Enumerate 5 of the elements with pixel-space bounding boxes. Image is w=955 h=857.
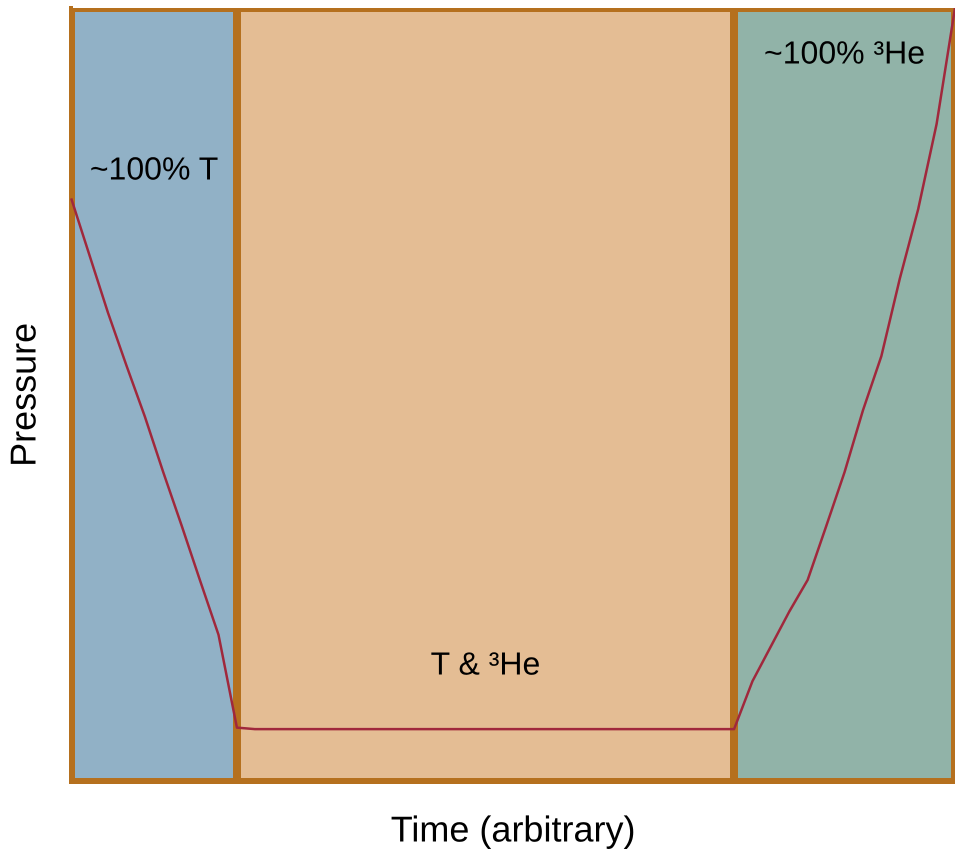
annotation: T & ³He — [430, 646, 540, 682]
annotation: ~100% ³He — [764, 34, 926, 70]
y-axis-title: Pressure — [2, 322, 44, 467]
annotation: ~100% T — [90, 150, 218, 186]
x-axis-title: Time (arbitrary) — [390, 808, 636, 850]
